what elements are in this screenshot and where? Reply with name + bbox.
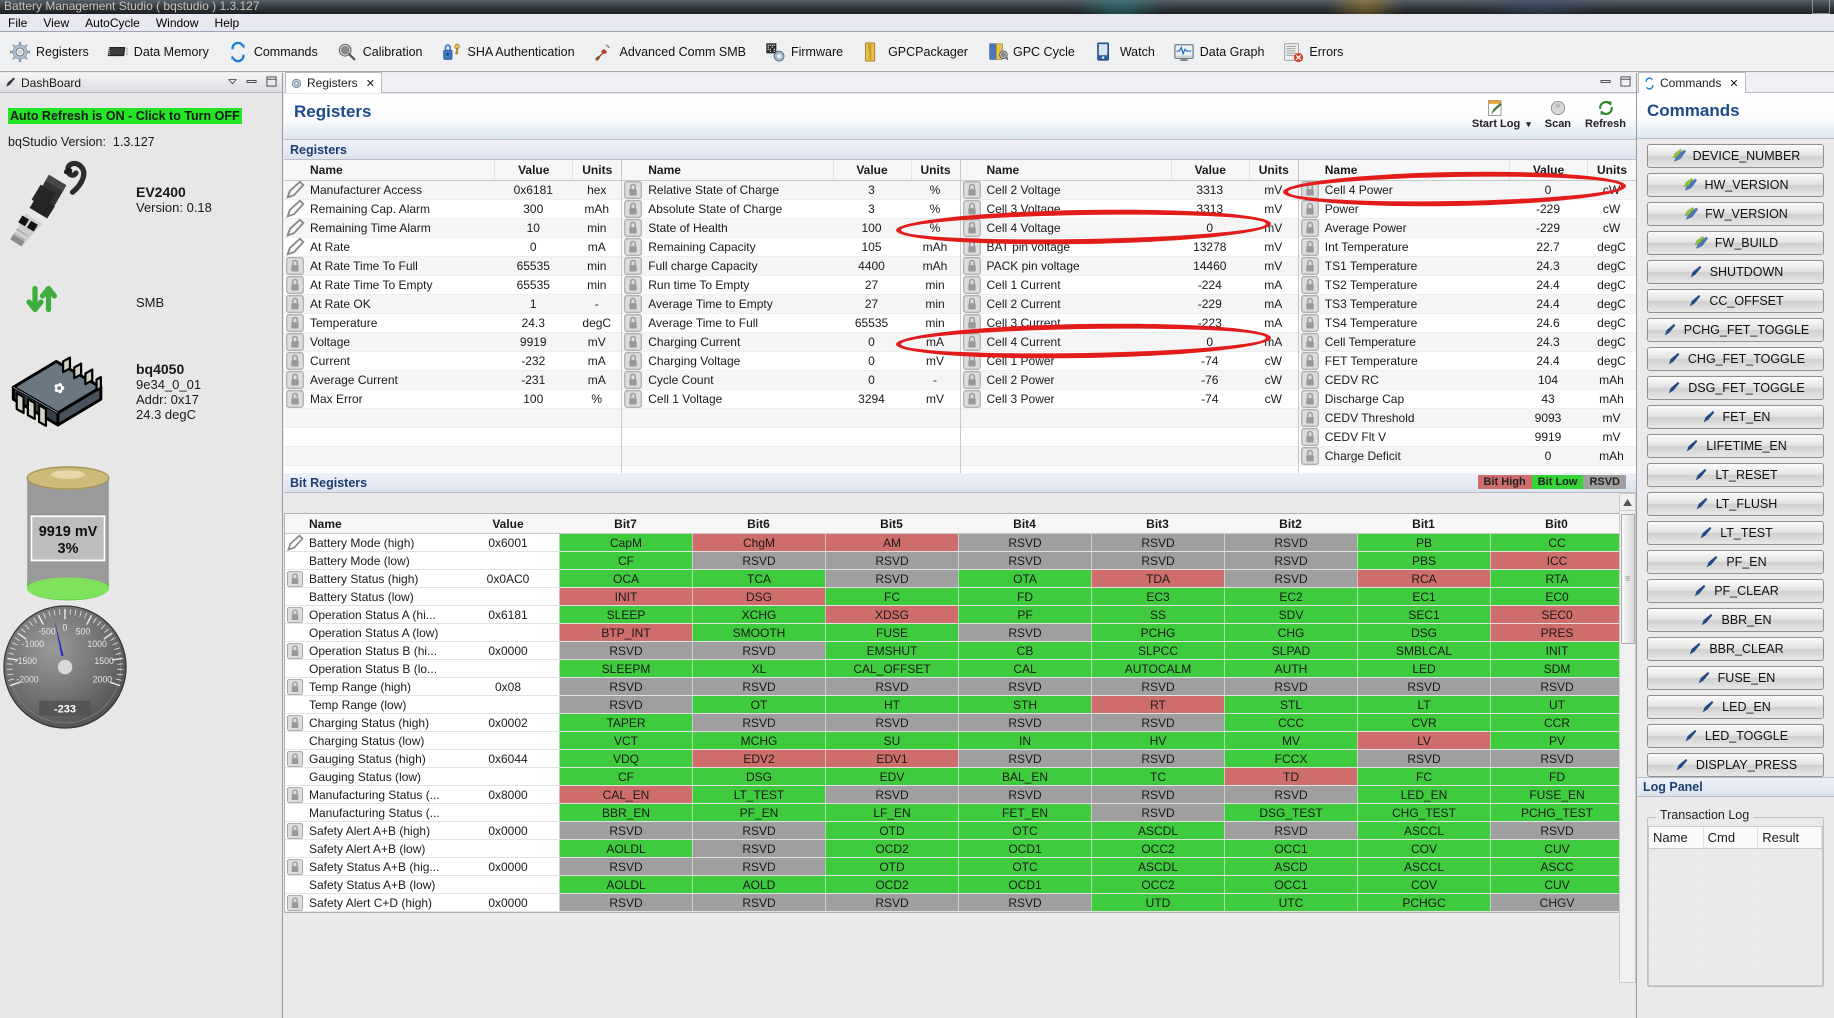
- svg-text:500: 500: [76, 627, 91, 637]
- svg-text:-500: -500: [38, 627, 56, 637]
- svg-text:-2000: -2000: [16, 675, 38, 685]
- svg-text:2000: 2000: [93, 675, 113, 685]
- svg-text:3%: 3%: [58, 541, 79, 557]
- svg-text:1500: 1500: [94, 656, 114, 666]
- svg-text:-1000: -1000: [22, 639, 44, 649]
- svg-text:0: 0: [63, 622, 68, 632]
- svg-text:-1500: -1500: [15, 656, 37, 666]
- svg-text:-233: -233: [54, 703, 76, 715]
- svg-text:9919 mV: 9919 mV: [39, 524, 98, 540]
- svg-text:1000: 1000: [87, 639, 107, 649]
